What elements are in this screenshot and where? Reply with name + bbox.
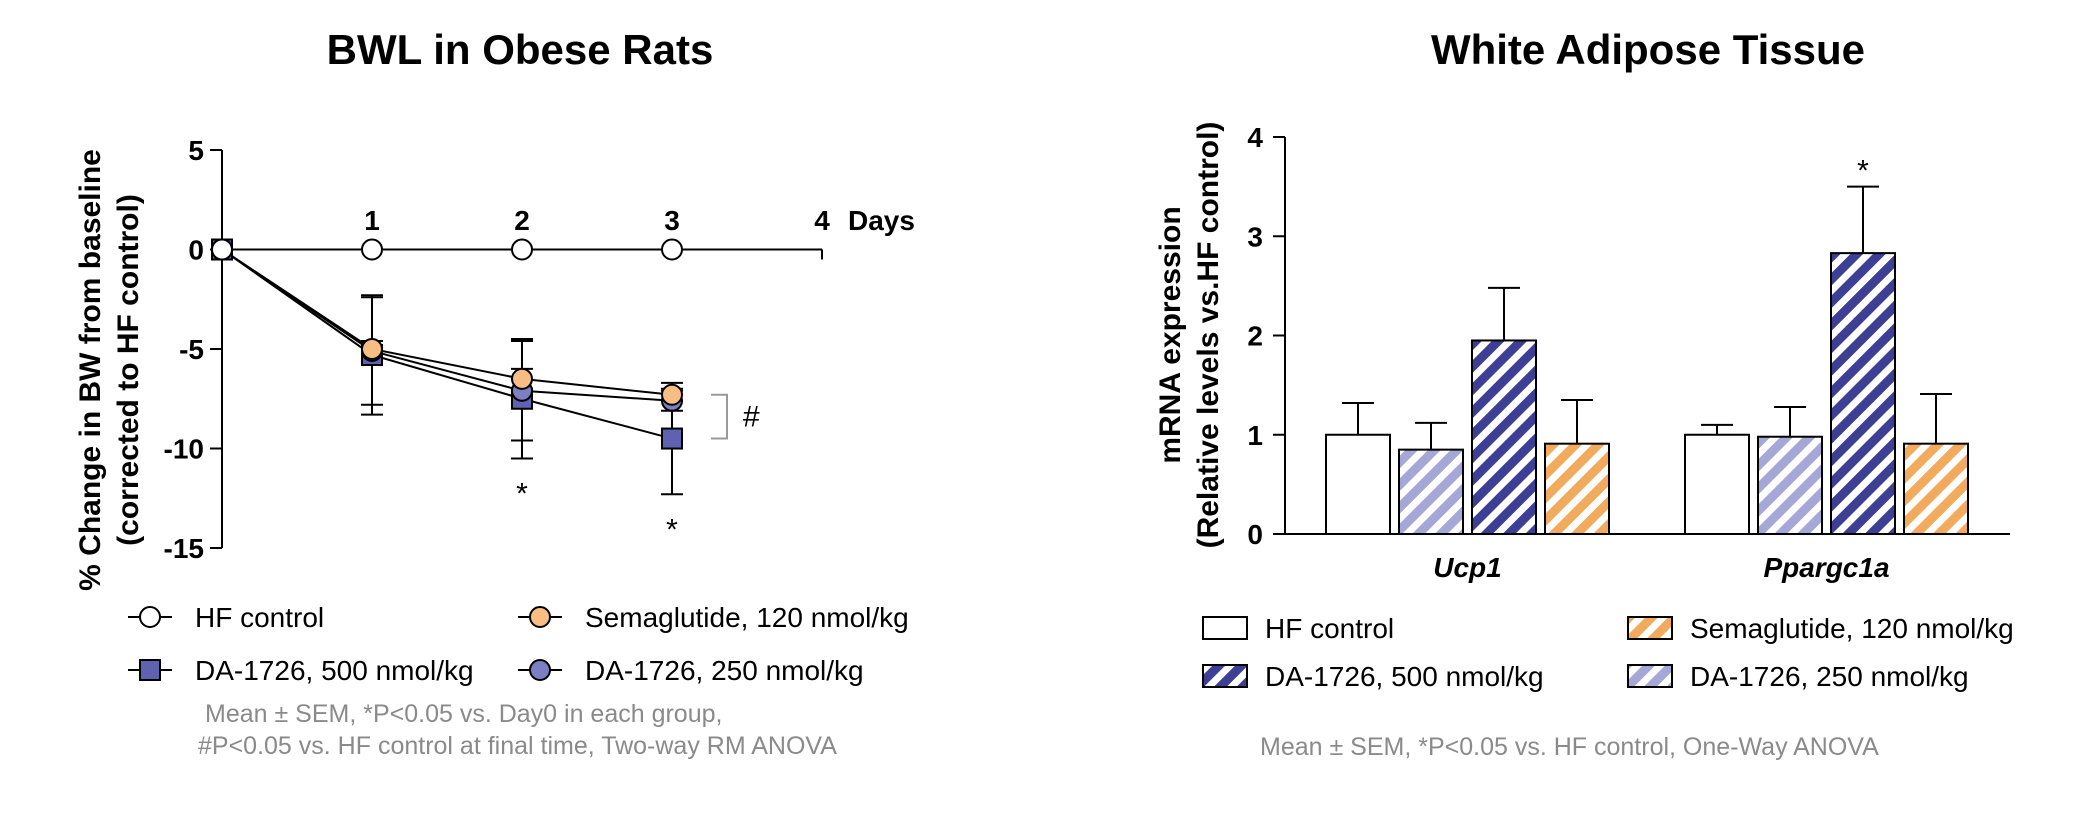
legend-label-da250: DA-1726, 250 nmol/kg — [585, 655, 864, 686]
bar-legend-swatch-da500 — [1202, 664, 1248, 688]
bar-chart-ytick-label: 1 — [1247, 420, 1263, 451]
significance-bracket — [711, 393, 728, 440]
bar-chart-ytick-label: 2 — [1247, 321, 1263, 352]
line-chart-xtick-label: 2 — [514, 205, 530, 236]
bar-chart-title: White Adipose Tissue — [1431, 26, 1865, 73]
bar-chart-ytick-label: 0 — [1247, 519, 1263, 550]
bar-sema — [1544, 442, 1610, 535]
line-chart-legend: HF control Semaglutide, 120 nmol/kg DA-1… — [128, 602, 909, 686]
data-point-hf — [361, 238, 383, 261]
series-line-sema — [221, 248, 673, 396]
line-chart-ytick-label: -5 — [179, 334, 204, 365]
line-chart-series — [211, 238, 683, 496]
line-chart-ylabel-1: % Change in BW from baseline — [74, 149, 107, 591]
bar-chart-category-label: Ucp1 — [1433, 552, 1501, 583]
legend-marker-hf — [139, 606, 161, 628]
data-point-hf — [511, 238, 533, 261]
bar-chart-bars — [1325, 185, 1969, 536]
bar-chart-annotations: * — [1857, 155, 1869, 188]
line-chart-annotations: * * # — [516, 393, 760, 546]
data-point-sema — [361, 338, 383, 360]
line-chart-xlabel: Days — [848, 205, 915, 236]
bar-legend-label-da250: DA-1726, 250 nmol/kg — [1690, 661, 1969, 692]
line-chart-footnote-1: Mean ± SEM, *P<0.05 vs. Day0 in each gro… — [205, 700, 722, 728]
line-chart-ytick-label: 0 — [188, 235, 204, 266]
legend-marker-da250 — [529, 659, 551, 681]
series-line-da500 — [221, 248, 673, 440]
line-chart-title: BWL in Obese Rats — [327, 26, 714, 73]
line-chart-footnote-2: #P<0.05 vs. HF control at final time, Tw… — [198, 732, 837, 760]
legend-label-hf: HF control — [195, 602, 324, 633]
bar-da250 — [1757, 435, 1823, 535]
bar-hf — [1684, 433, 1750, 535]
legend-marker-sema — [529, 606, 551, 628]
line-chart-xtick-label: 4 — [814, 205, 830, 236]
bar-legend-label-da500: DA-1726, 500 nmol/kg — [1265, 661, 1544, 692]
bar-chart-legend: HF control Semaglutide, 120 nmol/kg DA-1… — [1202, 613, 2014, 692]
significance-star: * — [516, 477, 528, 510]
significance-star: * — [1857, 155, 1869, 188]
bar-legend-swatch-da250 — [1627, 664, 1673, 688]
line-chart-axes: 5 0 -5 -10 -15 1 2 3 4 — [164, 135, 831, 564]
bar-chart-footnote: Mean ± SEM, *P<0.05 vs. HF control, One-… — [1260, 733, 1879, 761]
data-point-hf — [211, 238, 233, 261]
data-point-da500 — [661, 427, 683, 450]
bar-da250 — [1398, 448, 1464, 536]
bar-chart-ylabel-2: (Relative levels vs.HF control) — [1192, 122, 1225, 549]
bar-da500 — [1830, 252, 1896, 535]
data-point-sema — [511, 367, 533, 390]
bar-chart-ylabel-1: mRNA expression — [1154, 206, 1187, 463]
legend-marker-da500 — [139, 659, 161, 681]
bar-hf — [1325, 433, 1391, 535]
series-line-da250 — [221, 248, 673, 402]
bar-legend-swatch-sema — [1627, 616, 1673, 640]
line-chart-xtick-label: 3 — [664, 205, 680, 236]
bar-sema — [1903, 442, 1969, 535]
bar-chart-ytick-label: 3 — [1247, 221, 1263, 252]
bar-legend-label-sema: Semaglutide, 120 nmol/kg — [1690, 613, 2014, 644]
legend-label-sema: Semaglutide, 120 nmol/kg — [585, 602, 909, 633]
line-chart-ytick-label: -10 — [164, 434, 204, 465]
bar-chart-ytick-label: 4 — [1247, 122, 1263, 153]
line-chart-ytick-label: 5 — [188, 135, 204, 166]
wat-bar-chart: White Adipose Tissue mRNA expression (Re… — [1154, 26, 2014, 761]
data-point-hf — [661, 238, 683, 261]
legend-label-da500: DA-1726, 500 nmol/kg — [195, 655, 474, 686]
significance-hash: # — [743, 401, 760, 434]
bwl-line-chart: BWL in Obese Rats % Change in BW from ba… — [74, 26, 915, 760]
bar-legend-label-hf: HF control — [1265, 613, 1394, 644]
line-chart-xtick-label: 1 — [364, 205, 380, 236]
bar-chart-category-label: Ppargc1a — [1763, 552, 1889, 583]
line-chart-ytick-label: -15 — [164, 533, 204, 564]
bar-da500 — [1471, 339, 1537, 535]
line-chart-ylabel-2: (corrected to HF control) — [112, 194, 145, 546]
significance-star: * — [666, 513, 678, 546]
bar-legend-swatch-hf — [1202, 616, 1248, 640]
data-point-sema — [661, 383, 683, 406]
